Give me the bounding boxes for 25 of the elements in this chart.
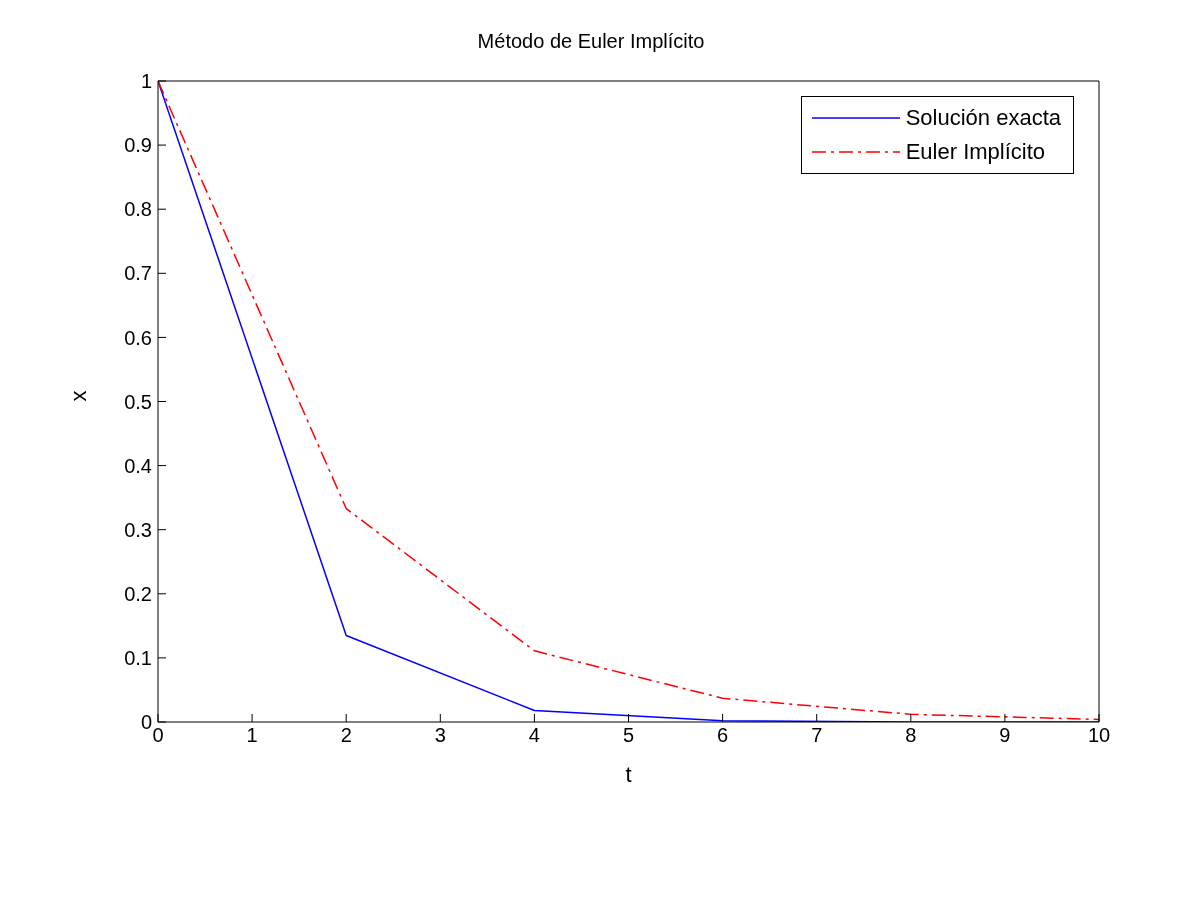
x-tick-label: 1 [246, 724, 258, 747]
legend-label: Solución exacta [905, 105, 1061, 131]
y-tick-label: 1 [140, 70, 152, 93]
x-tick-label: 10 [1087, 724, 1111, 747]
y-tick-label: 0.2 [124, 582, 152, 605]
y-tick-label: 0.4 [124, 454, 152, 477]
legend-label: Euler Implícito [905, 139, 1046, 165]
x-tick-label: 2 [340, 724, 352, 747]
x-tick-label: 4 [528, 724, 540, 747]
y-tick-label: 0.7 [124, 262, 152, 285]
chart-title: Método de Euler Implícito [476, 30, 706, 53]
y-tick-label: 0.8 [124, 198, 152, 221]
y-axis-title: x [65, 390, 91, 402]
x-axis-title: t [625, 762, 632, 787]
y-tick-label: 0.3 [124, 518, 152, 541]
x-tick-label: 7 [811, 724, 823, 747]
y-tick-label: 0.5 [124, 390, 152, 413]
x-tick-label: 8 [905, 724, 917, 747]
x-tick-label: 9 [999, 724, 1011, 747]
y-tick-label: 0.1 [124, 647, 152, 669]
x-tick-label: 3 [434, 724, 446, 747]
x-tick-label: 6 [717, 724, 729, 747]
y-tick-label: 0.6 [124, 326, 152, 349]
y-tick-label: 0.9 [124, 134, 152, 157]
x-tick-label: 5 [622, 724, 635, 747]
